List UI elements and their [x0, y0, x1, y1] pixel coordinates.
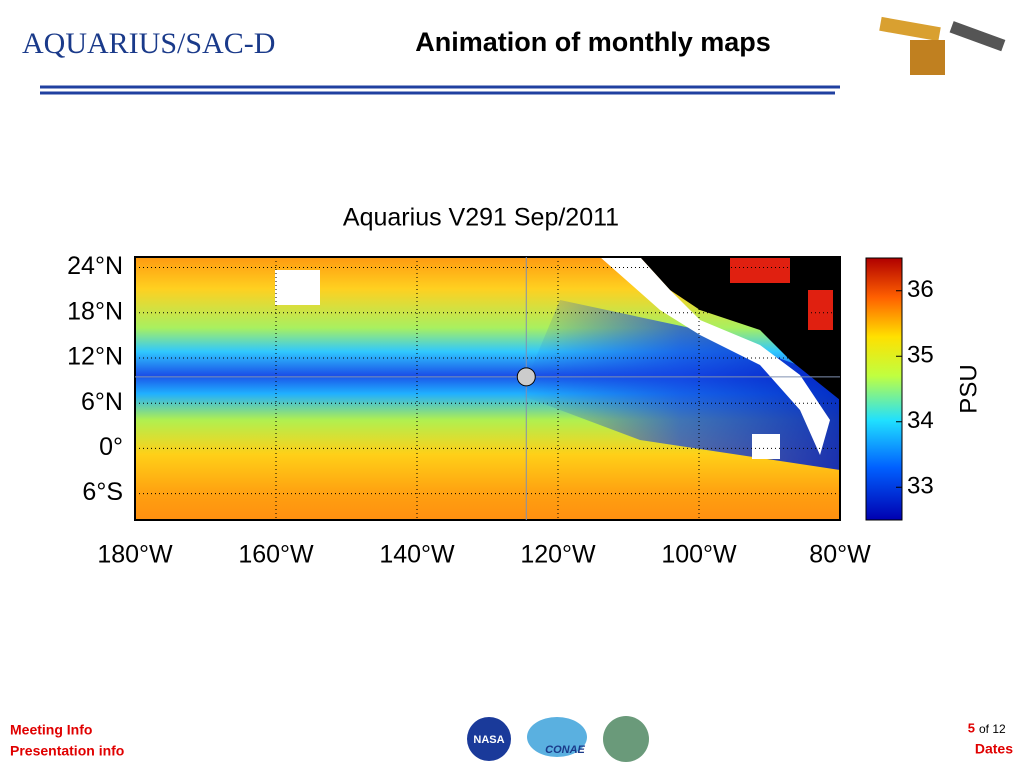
logo-text: CONAE [545, 744, 585, 756]
dates: Dates [975, 741, 1013, 757]
colorbar-label: PSU [955, 364, 982, 413]
colorbar-tick-label: 34 [907, 407, 934, 434]
map [134, 256, 841, 521]
satellite [879, 16, 1006, 75]
y-tick-label: 6°S [82, 478, 123, 506]
x-tick-label: 120°W [520, 541, 596, 569]
map-title: Aquarius V291 Sep/2011 [343, 204, 619, 232]
page-total: of 12 [979, 722, 1006, 736]
y-tick-label: 18°N [67, 297, 123, 325]
footer-left: Presentation info [10, 743, 124, 759]
colorbar-tick-label: 33 [907, 473, 934, 500]
y-tick-label: 6°N [81, 388, 123, 416]
nasa-logo [467, 717, 511, 761]
x-tick-label: 140°W [379, 541, 455, 569]
x-tick-label: 80°W [809, 541, 871, 569]
marker [516, 367, 536, 387]
colorbar-tick-label: 35 [907, 342, 934, 369]
y-tick-label: 0° [99, 433, 123, 461]
logo: AQUARIUS/SAC-D [22, 27, 275, 60]
y-tick-label: 24°N [67, 252, 123, 280]
slide-title: Animation of monthly maps [415, 27, 771, 57]
colorbar-tick-label: 36 [907, 276, 934, 303]
agency-logo [603, 716, 649, 762]
page-number: 5 [968, 720, 975, 735]
x-tick-label: 160°W [238, 541, 314, 569]
colorbar [865, 257, 903, 521]
logo-text: NASA [473, 734, 504, 746]
conae-logo [527, 717, 587, 757]
footer-left: Meeting Info [10, 722, 92, 738]
y-tick-label: 12°N [67, 343, 123, 371]
x-tick-label: 100°W [661, 541, 737, 569]
x-tick-label: 180°W [97, 541, 173, 569]
